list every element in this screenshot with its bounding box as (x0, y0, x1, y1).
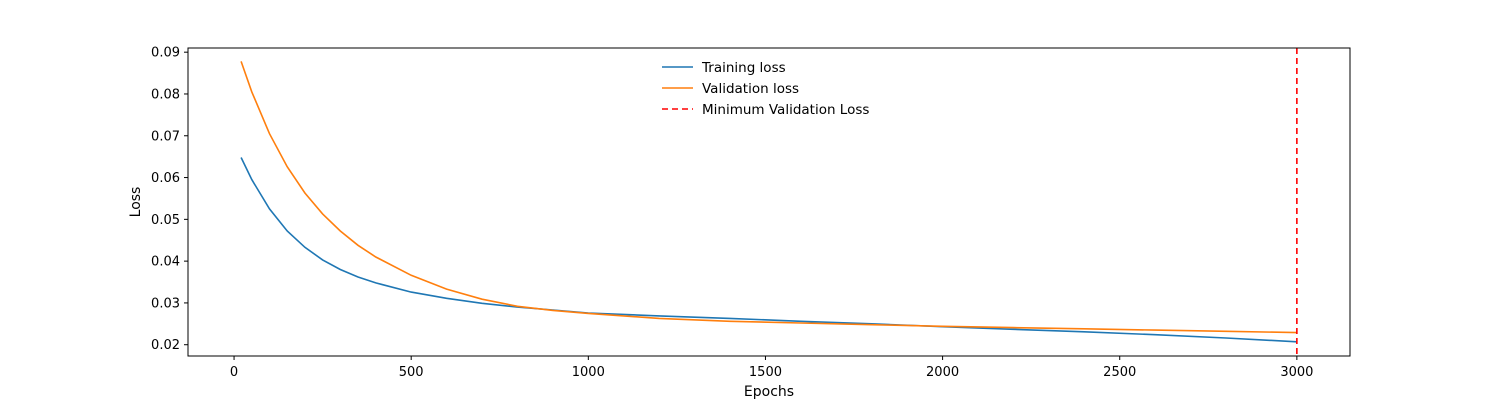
x-tick-label: 0 (230, 365, 238, 380)
y-tick-label: 0.02 (151, 338, 180, 353)
x-tick-label: 2500 (1103, 365, 1136, 380)
y-tick-label: 0.07 (151, 129, 180, 144)
y-tick-label: 0.06 (151, 171, 180, 186)
y-axis: 0.02 0.03 0.04 0.05 0.06 0.07 0.08 0.09 (151, 46, 188, 353)
x-tick-label: 2000 (926, 365, 959, 380)
legend: Training loss Validation loss Minimum Vali… (662, 60, 869, 118)
legend-label: Minimum Validation Loss (702, 102, 869, 118)
series-line-1 (240, 157, 1297, 343)
x-tick-label: 500 (399, 365, 424, 380)
x-axis: 0 500 1000 1500 2000 2500 3000 (230, 356, 1313, 380)
y-tick-label: 0.04 (151, 255, 180, 270)
x-tick-label: 1000 (572, 365, 605, 380)
legend-label: Validation loss (702, 81, 799, 97)
series-line-2 (240, 61, 1297, 334)
x-tick-label: 1500 (749, 365, 782, 380)
x-axis-label: Epochs (744, 384, 794, 400)
y-tick-label: 0.09 (151, 46, 180, 61)
y-tick-label: 0.03 (151, 296, 180, 311)
legend-label: Training loss (701, 60, 786, 76)
y-axis-label: Loss (128, 187, 144, 218)
series-layer (240, 48, 1298, 356)
y-tick-label: 0.05 (151, 213, 180, 228)
x-tick-label: 3000 (1280, 365, 1313, 380)
y-tick-label: 0.08 (151, 87, 180, 102)
plot-frame (187, 47, 1351, 357)
